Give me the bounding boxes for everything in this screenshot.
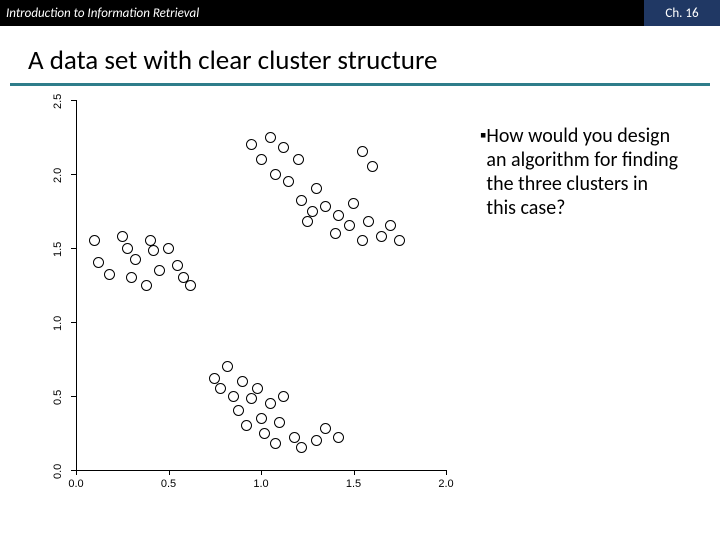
bullet-text: How would you design an algorithm for fi… (486, 124, 680, 220)
data-point (215, 383, 226, 394)
data-point (172, 260, 183, 271)
data-point (93, 257, 104, 268)
data-point (283, 176, 294, 187)
data-point (270, 169, 281, 180)
bullet-row: ▪ How would you design an algorithm for … (480, 124, 680, 220)
data-point (148, 245, 159, 256)
y-tick (71, 322, 76, 323)
data-point (252, 383, 263, 394)
data-point (357, 235, 368, 246)
header-chapter: Ch. 16 (644, 0, 720, 26)
data-point (320, 423, 331, 434)
data-point (274, 417, 285, 428)
y-tick-label: 2.0 (52, 163, 64, 183)
x-tick-label: 1.5 (342, 478, 366, 490)
data-point (256, 154, 267, 165)
data-point (222, 361, 233, 372)
data-point (209, 373, 220, 384)
content-row: 0.0 0.5 1.0 1.5 2.0 2.5 0.0 0.5 1.0 1.5 2.0 ▪ How … (0, 86, 720, 524)
x-tick-label: 0.5 (157, 478, 181, 490)
scatter-chart: 0.00.51.01.52.02.50.00.51.01.52.0 (10, 94, 470, 524)
data-point (122, 243, 133, 254)
data-point (293, 154, 304, 165)
data-point (278, 391, 289, 402)
data-point (126, 272, 137, 283)
data-point (246, 139, 257, 150)
data-point (333, 210, 344, 221)
y-tick-label: 0.5 (52, 385, 64, 405)
data-point (154, 265, 165, 276)
y-tick (71, 174, 76, 175)
data-point (302, 216, 313, 227)
data-point (237, 376, 248, 387)
data-point (145, 235, 156, 246)
data-point (89, 235, 100, 246)
data-point (296, 195, 307, 206)
y-tick (71, 248, 76, 249)
y-axis (76, 100, 77, 470)
data-point (394, 235, 405, 246)
x-tick (446, 470, 447, 475)
y-tick-label: 1.0 (52, 311, 64, 331)
data-point (228, 391, 239, 402)
data-point (104, 269, 115, 280)
data-point (330, 228, 341, 239)
data-point (130, 254, 141, 265)
data-point (117, 231, 128, 242)
data-point (256, 413, 267, 424)
data-point (348, 198, 359, 209)
header-bar: Introduction to Information Retrieval Ch… (0, 0, 720, 26)
x-tick (261, 470, 262, 475)
data-point (233, 405, 244, 416)
data-point (311, 183, 322, 194)
data-point (141, 280, 152, 291)
data-point (265, 132, 276, 143)
data-point (163, 243, 174, 254)
data-point (270, 438, 281, 449)
x-tick (76, 470, 77, 475)
data-point (363, 216, 374, 227)
x-tick-label: 0.0 (64, 478, 88, 490)
y-tick-label: 0.0 (52, 459, 64, 479)
y-tick-label: 2.5 (52, 89, 64, 109)
data-point (185, 280, 196, 291)
header-title: Introduction to Information Retrieval (0, 6, 644, 21)
data-point (385, 220, 396, 231)
data-point (367, 161, 378, 172)
bullet-block: ▪ How would you design an algorithm for … (470, 94, 700, 524)
y-tick (71, 100, 76, 101)
data-point (246, 393, 257, 404)
x-tick-label: 1.0 (249, 478, 273, 490)
data-point (259, 428, 270, 439)
data-point (296, 442, 307, 453)
data-point (333, 432, 344, 443)
data-point (344, 220, 355, 231)
data-point (289, 432, 300, 443)
data-point (307, 206, 318, 217)
data-point (278, 142, 289, 153)
data-point (320, 201, 331, 212)
slide-title: A data set with clear cluster structure (0, 26, 720, 83)
y-tick-label: 1.5 (52, 237, 64, 257)
y-tick (71, 396, 76, 397)
data-point (357, 146, 368, 157)
data-point (265, 398, 276, 409)
x-tick (169, 470, 170, 475)
data-point (311, 435, 322, 446)
data-point (241, 420, 252, 431)
data-point (376, 231, 387, 242)
x-tick (354, 470, 355, 475)
x-tick-label: 2.0 (434, 478, 458, 490)
